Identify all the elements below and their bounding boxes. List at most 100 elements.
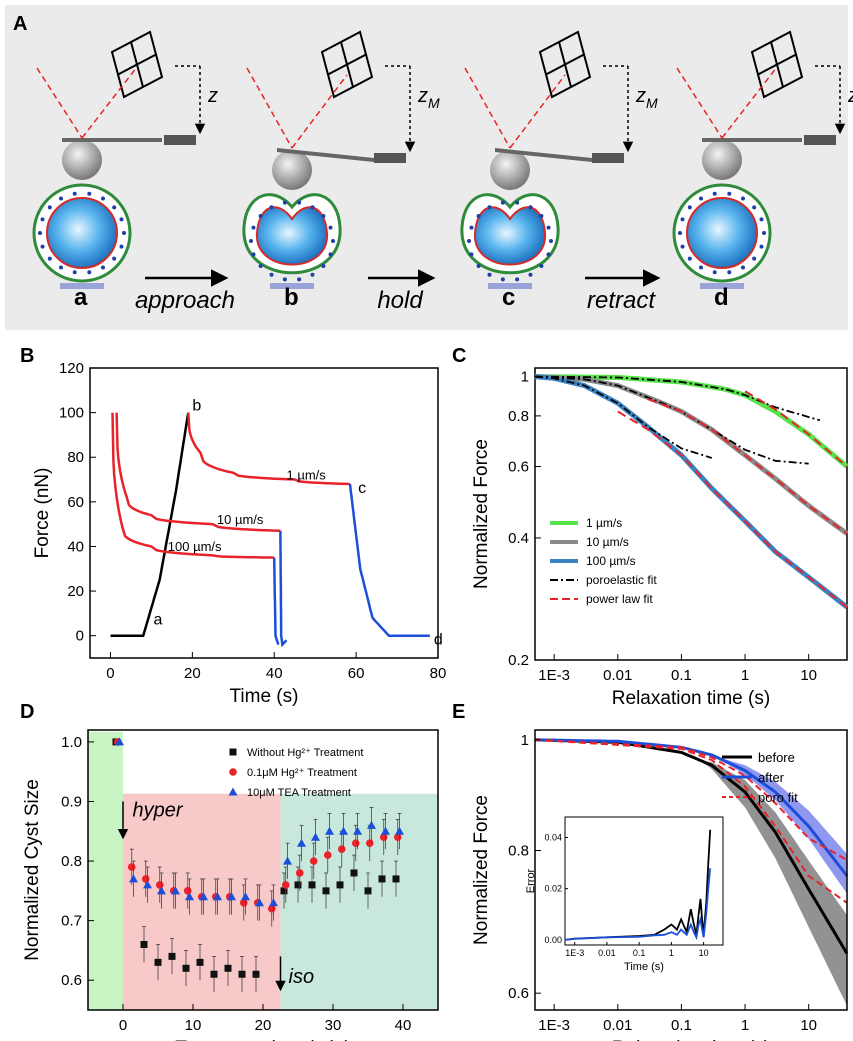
cell-nucleus (297, 277, 302, 282)
chart-c: 1E-3 0.01 0.1 1 10 0.2 0.4 0.6 0.8 1 Relaxation ti… (471, 367, 849, 709)
data-point (171, 886, 180, 895)
cell-nucleus (528, 205, 533, 210)
data-point (143, 880, 152, 889)
cell-nucleus (321, 264, 326, 269)
inset-x-tick-label: 0.01 (598, 948, 616, 958)
cell-nucleus (47, 256, 52, 261)
data-point (378, 875, 386, 883)
data-point (392, 875, 400, 883)
cell-nucleus (119, 217, 124, 222)
cell-nucleus (759, 217, 764, 222)
plot-frame (534, 367, 848, 661)
legend-marker (229, 748, 237, 756)
y-tick-label: 1.0 (61, 734, 82, 751)
laser-incident (464, 67, 511, 149)
panel-a-letter: A (13, 13, 27, 35)
cell-nucleus (680, 217, 685, 222)
power-law-fit-line (617, 410, 848, 608)
cantilever-base (592, 153, 624, 163)
y-tick-label: 80 (67, 449, 84, 466)
photodetector (538, 30, 592, 99)
cell-nucleus (38, 231, 42, 235)
legend-marker (228, 787, 238, 796)
cell-nucleus (469, 225, 474, 230)
stage-label-b: b (284, 284, 299, 311)
x-axis-label: Relaxation time (s) (612, 1038, 770, 1041)
photodetector (110, 30, 164, 99)
annotation-100um: 100 µm/s (168, 539, 222, 554)
cell-nucleus (741, 196, 745, 201)
y-tick-label: 0.9 (61, 793, 82, 810)
stage-d: zd (672, 30, 853, 311)
cell-nucleus (500, 200, 505, 205)
substrate-pad (270, 283, 314, 289)
data-point (365, 839, 374, 847)
cantilever (495, 148, 592, 162)
cell-nucleus (539, 213, 544, 218)
series-line-blue (279, 530, 288, 648)
photodetector-divider (757, 53, 797, 76)
cell-nucleus (282, 277, 287, 282)
cell-nucleus (251, 252, 256, 257)
cell-nucleus (101, 196, 105, 201)
annotation-d: d (434, 632, 443, 649)
x-tick-label: 0.1 (671, 1017, 692, 1034)
cell-nucleus (515, 200, 520, 205)
probe-bead (702, 140, 742, 180)
y-tick-label: 100 (59, 405, 84, 422)
cell-nucleus (699, 196, 703, 201)
cell-nucleus (546, 252, 551, 257)
plot-frame (534, 729, 848, 1011)
legend-label: 100 µm/s (586, 554, 636, 568)
y-tick-label: 0.8 (61, 853, 82, 870)
data-point (238, 970, 246, 978)
panel-c-letter: C (452, 345, 466, 367)
legend-label: Without Hg²⁺ Treatment (247, 747, 363, 759)
y-tick-label: 0.8 (508, 408, 529, 425)
y-axis-label: Normalized Force (471, 439, 492, 589)
cell-nucleus (47, 205, 52, 210)
poro-fit-line (534, 738, 848, 861)
stage-a: za (32, 30, 218, 311)
cantilever (277, 148, 374, 162)
arrow-label-hold: hold (377, 287, 423, 314)
data-point (297, 838, 306, 847)
data-point (322, 887, 330, 895)
annotation-10um: 10 µm/s (217, 512, 264, 527)
poro-fit-line (534, 738, 848, 904)
data-point (185, 892, 194, 901)
data-point (339, 826, 348, 835)
legend-label: power law fit (586, 592, 653, 606)
series-line-black (110, 412, 190, 637)
y-tick-label: 20 (67, 583, 84, 600)
data-point (168, 952, 176, 960)
y-axis-label: Normalized Cyst Size (22, 779, 43, 961)
poroelastic-fit-line (534, 375, 713, 459)
data-point (129, 874, 138, 883)
cell-nucleus (310, 272, 315, 277)
cyst-lumen (686, 197, 758, 269)
cantilever-base (374, 153, 406, 163)
cell-nucleus (40, 244, 45, 249)
x-tick-label: 0 (106, 665, 114, 682)
y-tick-label: 0.6 (508, 985, 529, 1002)
cell-nucleus (321, 213, 326, 218)
cell-nucleus (112, 256, 117, 261)
x-tick-label: 1 (741, 667, 749, 684)
inset-y-axis-label: Error (525, 868, 537, 893)
laser-incident (36, 67, 83, 139)
x-tick-label: 30 (325, 1017, 342, 1034)
laser-reflected (721, 66, 778, 139)
phase-control-band (88, 731, 123, 1010)
inset-x-tick-label: 0.1 (633, 948, 646, 958)
stage-c: zMc (460, 30, 658, 311)
data-point (295, 869, 304, 877)
y-tick-label: 60 (67, 494, 84, 511)
data-point (351, 839, 360, 847)
data-point (381, 826, 390, 835)
x-tick-label: 80 (430, 665, 447, 682)
series-line (534, 374, 849, 610)
poroelastic-fit-line (534, 375, 809, 465)
y-tick-label: 1 (521, 369, 529, 386)
inset-x-tick-label: 10 (699, 948, 709, 958)
